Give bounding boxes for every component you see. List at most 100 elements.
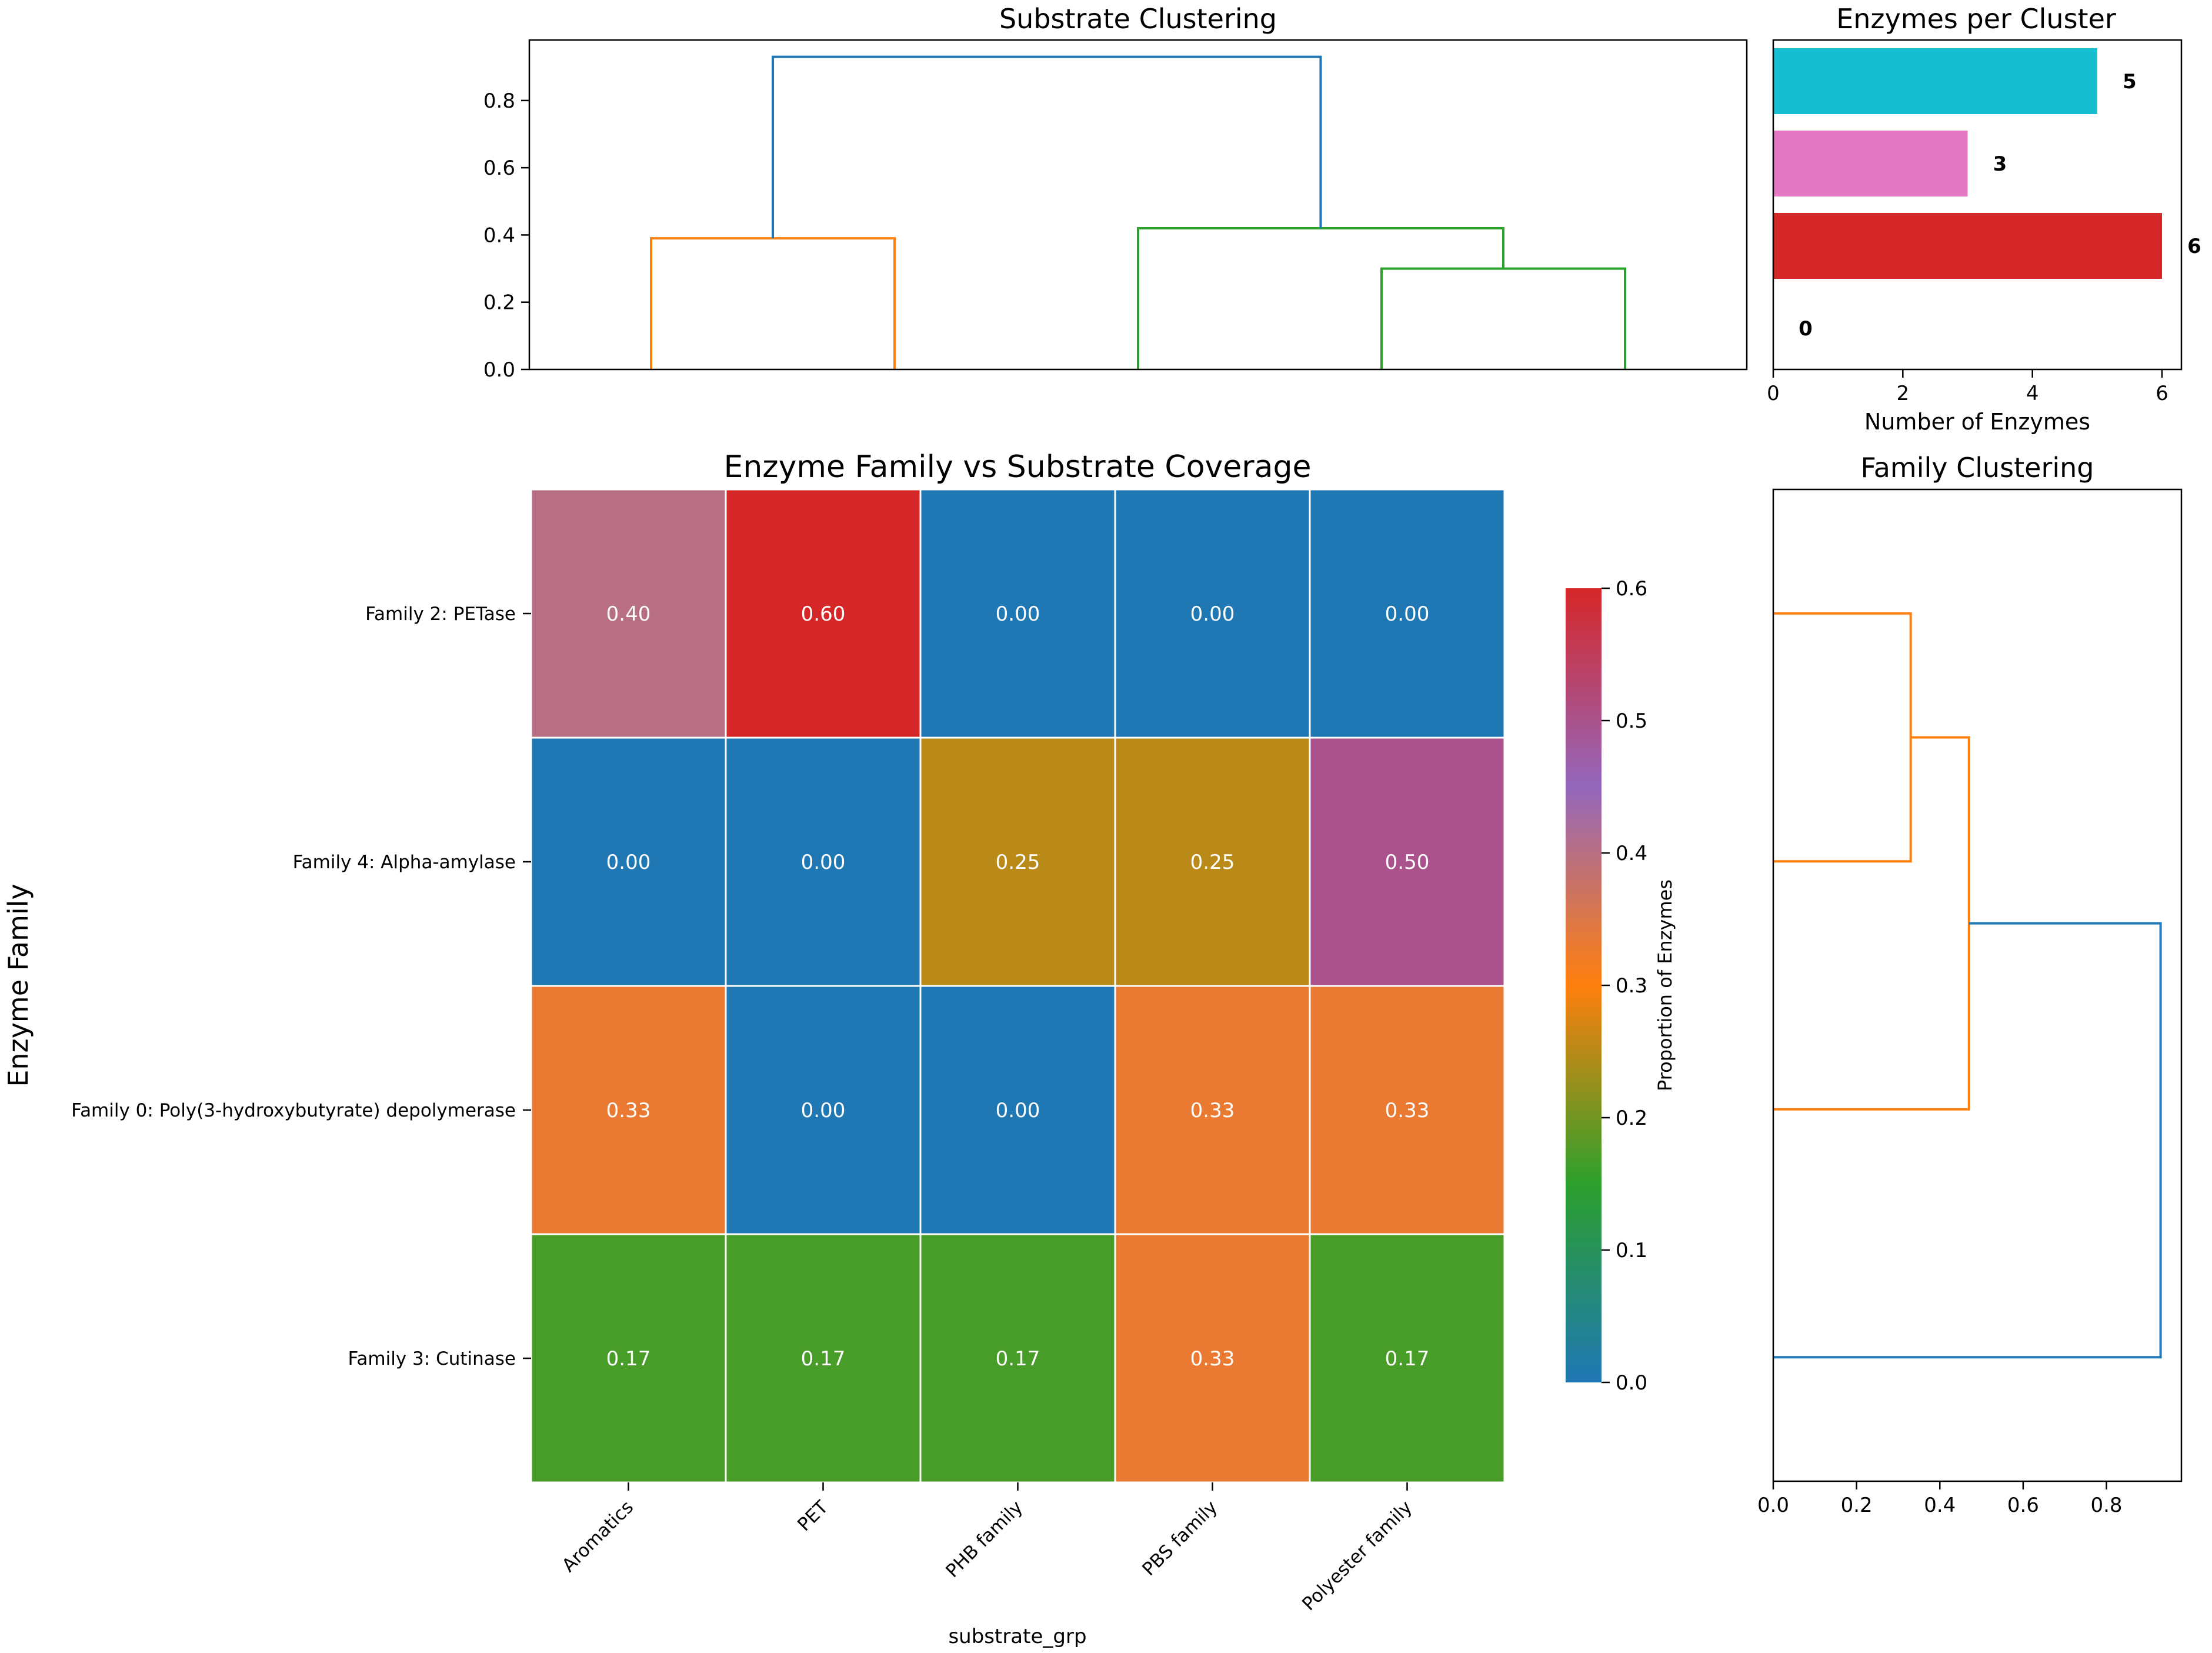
cluster-bar-value: 0 <box>1799 317 1813 341</box>
heatmap-cell-value: 0.17 <box>606 1347 651 1371</box>
cluster-bar-xaxis: 0 2 4 6 <box>1767 369 2168 405</box>
heatmap-cell-value: 0.33 <box>606 1099 651 1122</box>
substrate-dendrogram-frame <box>528 39 1748 371</box>
colorbar-tick-label: 0.2 <box>1616 1107 1647 1130</box>
colorbar-tick-label: 0.6 <box>1616 577 1647 601</box>
cluster-bar-value: 3 <box>1993 152 2007 176</box>
heatmap-cell-value: 0.17 <box>801 1347 846 1371</box>
colorbar-axis: 0.0 0.1 0.2 0.3 0.4 0.5 0.6 <box>1602 577 1647 1395</box>
heatmap-cell-value: 0.00 <box>996 1099 1040 1122</box>
family-xtick-label: 0.8 <box>2090 1494 2122 1517</box>
heatmap-cell-value: 0.00 <box>801 1099 846 1122</box>
family-dendrogram-frame <box>1772 488 2183 1482</box>
heatmap-ylabel: Enzyme Family <box>2 884 34 1087</box>
cluster-bars: 5 3 6 0 <box>1773 48 2201 341</box>
family-link-1 <box>1773 736 1970 1111</box>
cluster-bar <box>1773 213 2162 279</box>
substrate-dendrogram-title: Substrate Clustering <box>999 3 1277 35</box>
family-xtick-label: 0.4 <box>1924 1494 1956 1517</box>
heatmap-cell <box>725 488 922 739</box>
substrate-link-0 <box>650 237 896 369</box>
substrate-dendrogram-panel: Substrate Clustering 0.0 0.2 0.4 0.6 0.8 <box>483 3 1748 382</box>
heatmap-cell-value: 0.00 <box>606 851 651 874</box>
cluster-bar-xlabel: Number of Enzymes <box>1864 409 2090 435</box>
substrate-dendrogram-yaxis: 0.0 0.2 0.4 0.6 0.8 <box>483 89 529 382</box>
family-xtick-label: 0.6 <box>2007 1494 2039 1517</box>
heatmap-cell <box>530 985 727 1235</box>
cluster-xtick-label: 6 <box>2156 382 2168 405</box>
heatmap-cell <box>725 1233 922 1484</box>
heatmap-col-label: Aromatics <box>558 1497 638 1576</box>
family-dendrogram-xaxis: 0.0 0.2 0.4 0.6 0.8 <box>1757 1481 2123 1517</box>
colorbar-tick-label: 0.3 <box>1616 974 1647 998</box>
heatmap-cell-value: 0.40 <box>606 602 651 626</box>
heatmap-col-label: PET <box>793 1496 833 1535</box>
heatmap-col-label: PBS family <box>1138 1497 1222 1580</box>
heatmap-row-label: Family 3: Cutinase <box>348 1348 516 1369</box>
heatmap-panel: Enzyme Family vs Substrate Coverage 0.40… <box>2 449 1506 1648</box>
heatmap-row-label: Family 2: PETase <box>365 604 516 625</box>
substrate-link-3 <box>772 55 1322 239</box>
substrate-ytick-label: 0.6 <box>483 156 515 180</box>
substrate-link-2 <box>1137 227 1504 369</box>
cluster-bar-value: 5 <box>2123 70 2137 94</box>
heatmap-cell <box>725 985 922 1235</box>
substrate-ytick-label: 0.2 <box>483 291 515 315</box>
colorbar-tick-label: 0.5 <box>1616 709 1647 733</box>
heatmap-column-labels: Aromatics PET PHB family PBS family Polyeste… <box>558 1482 1416 1615</box>
heatmap-xlabel: substrate_grp <box>948 1625 1086 1648</box>
heatmap-cell-value: 0.33 <box>1385 1099 1430 1122</box>
heatmap-cell <box>919 1233 1116 1484</box>
heatmap-cell <box>1309 736 1506 987</box>
substrate-ytick-label: 0.4 <box>483 224 515 247</box>
substrate-ytick-label: 0.8 <box>483 89 515 113</box>
family-xtick-label: 0.2 <box>1841 1494 1873 1517</box>
heatmap-cell <box>530 1233 727 1484</box>
substrate-dendrogram-links <box>650 55 1626 369</box>
heatmap-cell-value: 0.00 <box>1385 602 1430 626</box>
heatmap-cell-value: 0.00 <box>1190 602 1235 626</box>
cluster-xtick-label: 4 <box>2026 382 2039 405</box>
colorbar-gradient <box>1566 588 1602 1382</box>
heatmap-cell <box>919 736 1116 987</box>
heatmap-cell <box>1309 985 1506 1235</box>
cluster-bar-frame <box>1772 39 2183 371</box>
heatmap-cell-value: 0.00 <box>996 602 1040 626</box>
heatmap-cell-value: 0.25 <box>1190 851 1235 874</box>
heatmap-col-label: PHB family <box>942 1497 1027 1582</box>
heatmap-col-label: Polyester family <box>1298 1497 1416 1615</box>
heatmap-cell-value: 0.00 <box>801 851 846 874</box>
heatmap-cell-value: 0.25 <box>996 851 1040 874</box>
colorbar-tick-label: 0.0 <box>1616 1371 1647 1395</box>
cluster-bar-value: 6 <box>2187 235 2201 258</box>
heatmap-cell <box>1309 1233 1506 1484</box>
heatmap-cell <box>1114 985 1311 1235</box>
heatmap-row-label: Family 4: Alpha-amylase <box>293 852 516 873</box>
cluster-xtick-label: 2 <box>1896 382 1909 405</box>
family-dendrogram-links <box>1773 612 2162 1359</box>
enzymes-per-cluster-panel: Enzymes per Cluster 5 3 6 0 0 2 4 6 Number of … <box>1767 3 2201 435</box>
family-link-0 <box>1773 612 1912 863</box>
cluster-bar <box>1773 131 1968 196</box>
heatmap-cell <box>725 736 922 987</box>
heatmap-cells: 0.40 0.60 0.00 0.00 0.00 0.00 0.00 0.25 0.25 0.50… <box>530 488 1506 1484</box>
family-link-2 <box>1773 922 2162 1359</box>
heatmap-cell <box>1114 1233 1311 1484</box>
family-xtick-label: 0.0 <box>1757 1494 1789 1517</box>
heatmap-cell <box>919 985 1116 1235</box>
heatmap-cell-value: 0.33 <box>1190 1099 1235 1122</box>
heatmap-row-label: Family 0: Poly(3-hydroxybutyrate) depoly… <box>71 1100 516 1121</box>
cluster-xtick-label: 0 <box>1767 382 1780 405</box>
cluster-bar-title: Enzymes per Cluster <box>1836 3 2116 35</box>
heatmap-cell-value: 0.50 <box>1385 851 1430 874</box>
heatmap-title: Enzyme Family vs Substrate Coverage <box>723 449 1311 485</box>
family-dendrogram-panel: Family Clustering 0.0 0.2 0.4 0.6 0.8 <box>1757 452 2183 1517</box>
heatmap-cell-value: 0.17 <box>996 1347 1040 1371</box>
heatmap-cell <box>530 736 727 987</box>
heatmap-cell-value: 0.60 <box>801 602 846 626</box>
heatmap-cell <box>530 488 727 739</box>
substrate-link-1 <box>1380 267 1626 369</box>
colorbar-panel: 0.0 0.1 0.2 0.3 0.4 0.5 0.6 Proportion of Enzy… <box>1566 577 1676 1395</box>
substrate-ytick-label: 0.0 <box>483 358 515 382</box>
